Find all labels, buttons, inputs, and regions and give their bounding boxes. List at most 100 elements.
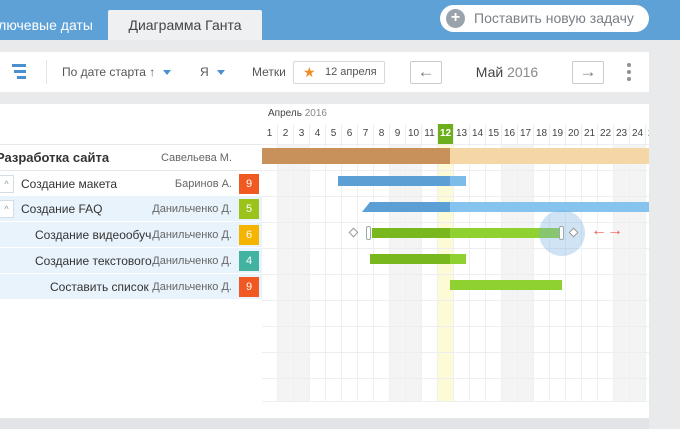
task-name: Разработка сайта [0, 150, 110, 165]
task-row[interactable]: ^ Создание макета Баринов А. 9 [0, 170, 262, 196]
gantt-bar[interactable] [450, 254, 466, 264]
day-header: 22 [598, 124, 614, 144]
row-line [262, 144, 649, 145]
top-bar: Ключевые даты Диаграмма Ганта + Поставит… [0, 0, 680, 40]
day-header: 5 [326, 124, 342, 144]
day-header: 4 [310, 124, 326, 144]
gantt-bar[interactable] [372, 228, 450, 238]
task-row[interactable]: Составить список Данильченко Д. 9 [0, 274, 262, 300]
day-header: 19 [550, 124, 566, 144]
gantt-bar[interactable] [338, 176, 450, 186]
task-name: Создание видеообучения [35, 228, 152, 242]
task-assignee: Данильченко Д. [152, 281, 232, 293]
day-column [534, 144, 550, 402]
day-header: 6 [342, 124, 358, 144]
task-name: Создание FAQ [21, 202, 103, 216]
collapse-toggle[interactable]: ^ [0, 200, 14, 218]
day-column [646, 144, 649, 402]
day-header: 15 [486, 124, 502, 144]
day-column [630, 144, 646, 402]
tab-gantt-chart[interactable]: Диаграмма Ганта [108, 10, 262, 40]
priority-badge: 9 [239, 174, 259, 194]
day-header: 14 [470, 124, 486, 144]
row-line [262, 222, 649, 223]
day-column [342, 144, 358, 402]
day-header: 7 [358, 124, 374, 144]
task-row[interactable]: Создание видеообучения Данильченко Д. 6 [0, 222, 262, 248]
sort-dropdown[interactable]: По дате старта ↑ [62, 52, 172, 92]
new-task-label: Поставить новую задачу [474, 10, 634, 26]
plus-icon: + [446, 9, 465, 28]
day-header: 24 [630, 124, 646, 144]
day-column [374, 144, 390, 402]
gantt-bar[interactable] [450, 202, 649, 212]
day-column [358, 144, 374, 402]
more-options-icon[interactable] [627, 63, 631, 84]
day-column [518, 144, 534, 402]
day-header: 3 [294, 124, 310, 144]
day-header: 8 [374, 124, 390, 144]
day-header: 13 [454, 124, 470, 144]
chevron-down-icon [163, 70, 172, 76]
star-icon: ★ [303, 64, 316, 80]
task-row[interactable]: ^ Создание FAQ Данильченко Д. 5 [0, 196, 262, 222]
prev-month-button[interactable]: ← [410, 61, 442, 84]
day-header: 23 [614, 124, 630, 144]
task-row[interactable]: Создание текстового описания Данильченко… [0, 248, 262, 274]
collapse-toggle[interactable]: ^ [0, 175, 14, 193]
day-column [310, 144, 326, 402]
tab-key-dates[interactable]: Ключевые даты [0, 17, 93, 33]
assignee-label: Я [200, 65, 209, 79]
gantt-month-label: Апрель 2016 [268, 108, 327, 119]
new-task-button[interactable]: + Поставить новую задачу [440, 5, 649, 32]
row-line [262, 274, 649, 275]
tags-label[interactable]: Метки [252, 65, 286, 79]
resize-handle[interactable] [559, 226, 564, 240]
day-column [422, 144, 438, 402]
task-name: Составить список [50, 280, 149, 294]
day-header: 16 [502, 124, 518, 144]
gantt-chart: Апрель 2016 1 2 3 4 5 6 7 8 9 10 11 12 13 14 15 16 17 18 1… [262, 104, 649, 402]
bottom-strip [0, 418, 649, 429]
day-column [614, 144, 630, 402]
day-column [550, 144, 566, 402]
task-assignee: Данильченко Д. [152, 229, 232, 241]
gantt-bar[interactable] [362, 202, 450, 212]
resize-handle[interactable] [366, 226, 371, 240]
day-header: 10 [406, 124, 422, 144]
toolbar: По дате старта ↑ Я Метки ★ 12 апреля ← М… [0, 52, 649, 92]
date-chip[interactable]: ★ 12 апреля [293, 61, 385, 84]
task-row-project[interactable]: Разработка сайта Савельева М. [0, 144, 262, 170]
row-line [262, 352, 649, 353]
day-header: 17 [518, 124, 534, 144]
day-column [278, 144, 294, 402]
day-header: 11 [422, 124, 438, 144]
gantt-bar-project-future[interactable] [450, 148, 649, 164]
resize-arrows-icon: ←→ [591, 222, 623, 239]
priority-badge: 6 [239, 225, 259, 245]
task-name: Создание макета [21, 177, 118, 191]
row-line [262, 196, 649, 197]
next-month-button[interactable]: → [572, 61, 604, 84]
day-header: 25 [646, 124, 649, 144]
gantt-bar[interactable] [450, 176, 466, 186]
task-assignee: Данильченко Д. [152, 203, 232, 215]
filter-icon[interactable] [12, 64, 28, 80]
day-column [502, 144, 518, 402]
row-line [262, 401, 649, 402]
gantt-bar-project[interactable] [262, 148, 450, 164]
day-column [326, 144, 342, 402]
assignee-dropdown[interactable]: Я [200, 52, 225, 92]
gantt-year: 2016 [304, 108, 327, 119]
gantt-bar[interactable] [450, 228, 562, 238]
day-header: 12 [438, 124, 454, 144]
row-line [262, 326, 649, 327]
priority-badge: 4 [239, 251, 259, 271]
gantt-month: Апрель [268, 108, 302, 119]
day-header: 2 [278, 124, 294, 144]
gantt-bar[interactable] [450, 280, 562, 290]
day-column [470, 144, 486, 402]
gantt-bar[interactable] [370, 254, 450, 264]
day-column [262, 144, 278, 402]
priority-badge: 5 [239, 199, 259, 219]
